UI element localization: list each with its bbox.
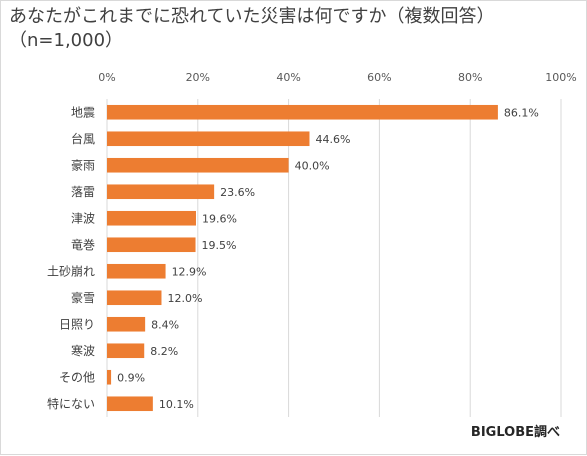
chart-title: あなたがこれまでに恐れていた災害は何ですか（複数回答） （n=1,000）	[9, 5, 579, 53]
data-label: 12.9%	[172, 265, 207, 278]
bar	[107, 369, 112, 385]
bar	[107, 157, 289, 173]
bars	[107, 104, 498, 412]
x-tick-label: 60%	[367, 71, 391, 84]
category-label: 特にない	[47, 396, 95, 411]
x-tick-label: 40%	[276, 71, 300, 84]
data-label: 0.9%	[117, 371, 145, 384]
x-axis-ticks: 0% 20% 40% 60% 80% 100%	[98, 71, 576, 84]
category-label: 落雷	[71, 185, 95, 199]
source-label: BIGLOBE調べ	[470, 425, 560, 440]
category-label: その他	[59, 370, 95, 384]
bar	[107, 210, 196, 226]
chart-title-line2: （n=1,000）	[9, 30, 124, 51]
data-label: 12.0%	[167, 292, 202, 305]
gridlines	[106, 99, 562, 417]
bar	[107, 316, 146, 332]
data-label: 10.1%	[159, 398, 194, 411]
bar	[107, 290, 162, 306]
category-label: 地震	[71, 105, 95, 119]
category-label: 寒波	[71, 343, 95, 358]
bar	[107, 237, 196, 253]
category-label: 台風	[71, 131, 95, 146]
chart-title-line1: あなたがこれまでに恐れていた災害は何ですか（複数回答）	[9, 6, 495, 27]
bar	[107, 263, 166, 279]
data-label: 23.6%	[220, 186, 255, 199]
x-tick-label: 80%	[458, 71, 482, 84]
x-tick-label: 20%	[186, 71, 210, 84]
bar	[107, 104, 498, 120]
data-labels: 86.1% 44.6% 40.0% 23.6% 19.6% 19.5% 12.9% 12.0%…	[117, 106, 539, 411]
data-label: 40.0%	[295, 159, 330, 172]
category-label: 津波	[71, 211, 95, 225]
x-tick-label: 100%	[545, 71, 576, 84]
data-label: 8.2%	[150, 345, 178, 358]
bar	[107, 131, 310, 147]
bar	[107, 184, 215, 200]
bar	[107, 343, 145, 359]
data-label: 19.6%	[202, 212, 237, 225]
category-label: 日照り	[59, 317, 95, 331]
data-label: 86.1%	[504, 106, 539, 119]
x-tick-label: 0%	[98, 71, 115, 84]
data-label: 44.6%	[315, 133, 350, 146]
bar	[107, 396, 153, 412]
data-label: 8.4%	[151, 318, 179, 331]
category-label: 豪雪	[71, 290, 95, 305]
data-label: 19.5%	[202, 239, 237, 252]
category-label: 竜巻	[71, 238, 95, 252]
category-label: 土砂崩れ	[47, 264, 95, 278]
category-label: 豪雨	[71, 157, 95, 172]
